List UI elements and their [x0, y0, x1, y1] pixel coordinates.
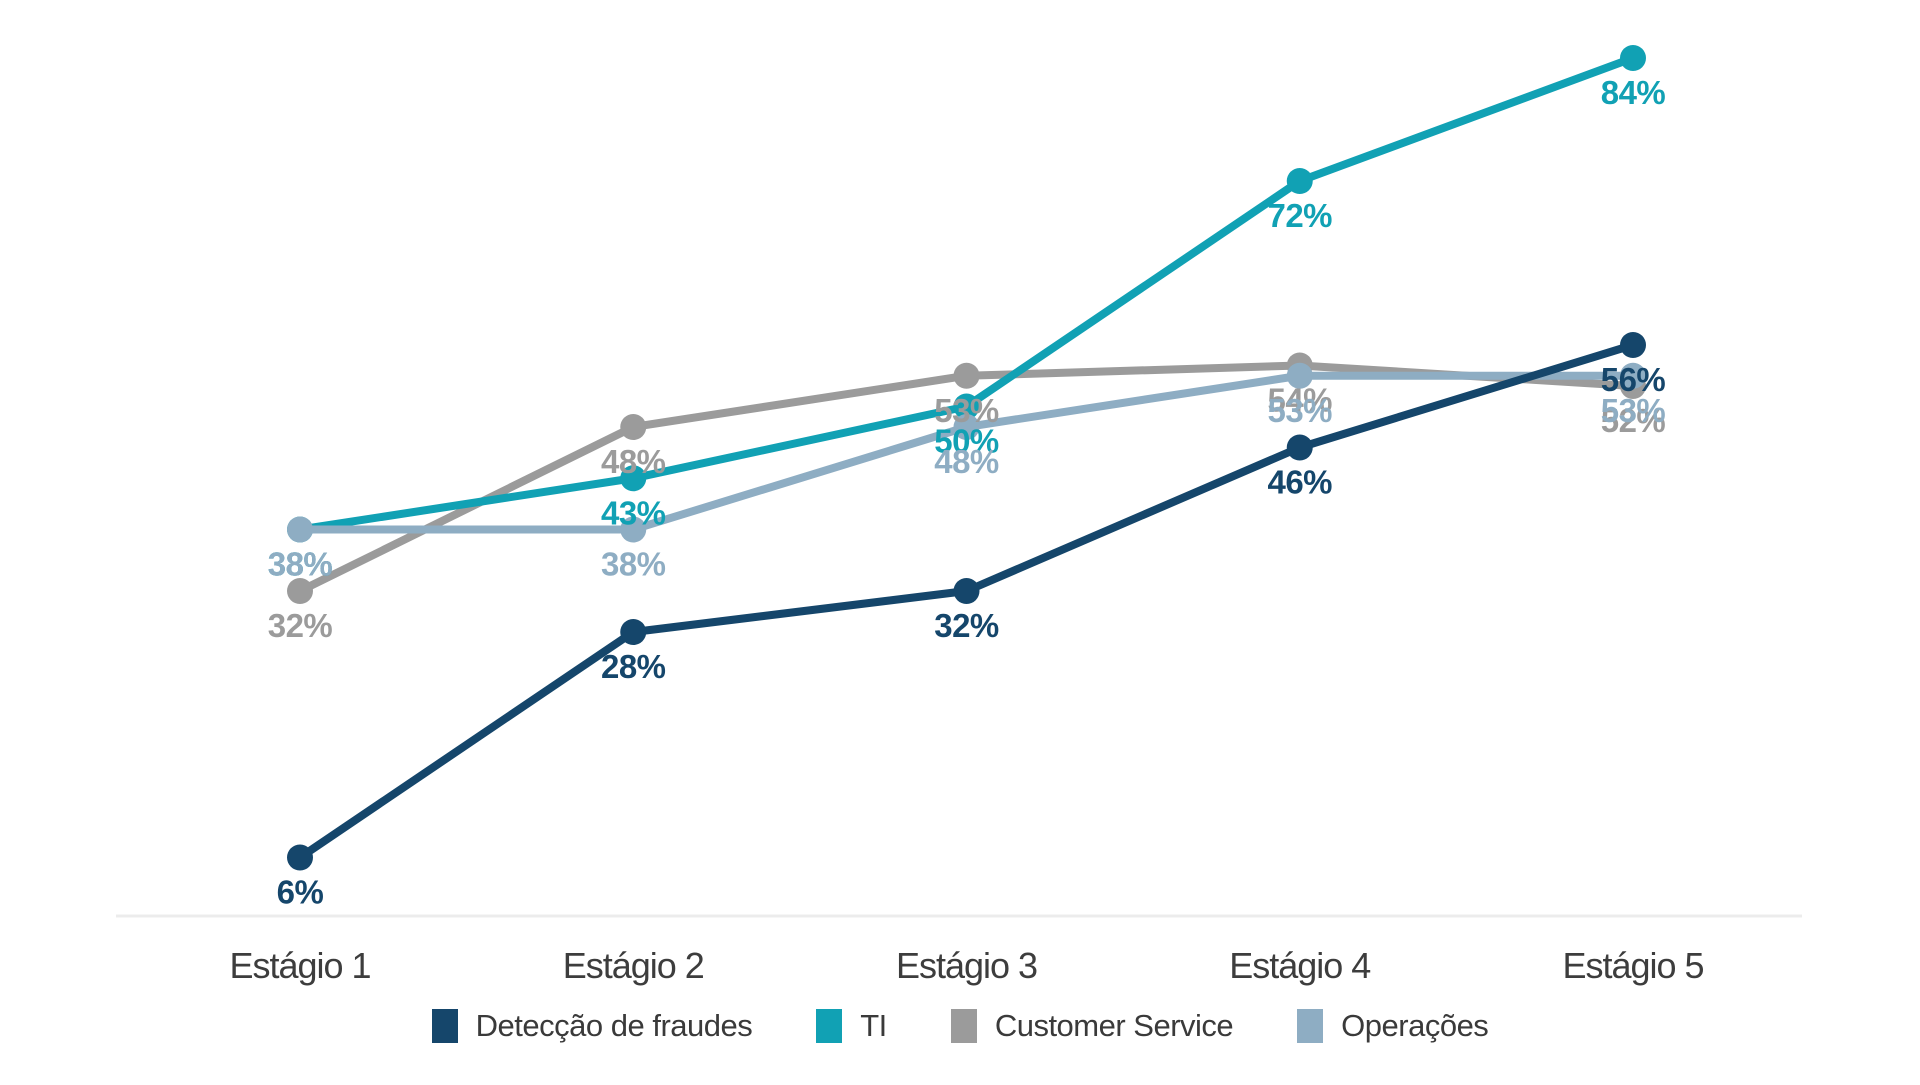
point-ti-2 [620, 465, 647, 492]
point-deteccao-de-fraudes-5 [1620, 332, 1646, 358]
point-label-deteccao-de-fraudes-1: 6% [277, 874, 324, 911]
legend-label-operacoes: Operações [1341, 1008, 1489, 1043]
legend-item-deteccao-de-fraudes: Detecção de fraudes [431, 1008, 753, 1044]
point-label-customer-service-5: 52% [1601, 402, 1666, 439]
point-label-operacoes-4: 53% [1267, 392, 1332, 429]
point-customer-service-1 [287, 578, 313, 604]
point-label-ti-2: 43% [601, 494, 666, 531]
point-ti-3 [953, 393, 980, 420]
point-label-customer-service-2: 48% [601, 443, 666, 480]
legend-swatch-operacoes [1297, 1009, 1324, 1043]
legend-item-operacoes: Operações [1297, 1008, 1489, 1044]
point-ti-4 [1286, 168, 1313, 194]
x-axis-label-1: Estágio 1 [229, 945, 370, 986]
point-deteccao-de-fraudes-1 [287, 844, 313, 871]
point-label-deteccao-de-fraudes-4: 46% [1267, 464, 1332, 501]
point-label-customer-service-1: 32% [268, 607, 333, 644]
point-operacoes-1 [287, 516, 313, 543]
point-label-deteccao-de-fraudes-2: 28% [601, 648, 666, 685]
point-customer-service-2 [620, 414, 647, 440]
point-label-customer-service-3: 53% [934, 392, 999, 429]
point-label-operacoes-3: 48% [934, 443, 999, 480]
legend-swatch-ti [816, 1009, 843, 1043]
point-label-operacoes-5: 53% [1601, 392, 1666, 429]
chart-legend: Detecção de fraudes TI Customer Service Ope… [0, 1002, 1920, 1050]
point-label-ti-5: 84% [1601, 74, 1666, 111]
point-deteccao-de-fraudes-3 [953, 578, 980, 604]
x-axis-label-4: Estágio 4 [1229, 945, 1370, 986]
point-label-operacoes-2: 38% [601, 546, 666, 583]
point-operacoes-4 [1286, 362, 1313, 389]
point-operacoes-2 [620, 516, 647, 543]
point-label-ti-3: 50% [934, 423, 999, 460]
legend-swatch-deteccao-de-fraudes [431, 1009, 458, 1043]
point-label-deteccao-de-fraudes-5: 56% [1601, 361, 1666, 398]
point-label-ti-4: 72% [1267, 197, 1332, 234]
x-axis-label-2: Estágio 2 [563, 945, 704, 986]
point-deteccao-de-fraudes-2 [620, 619, 647, 645]
point-label-operacoes-1: 38% [268, 546, 333, 583]
point-customer-service-3 [953, 362, 980, 389]
point-ti-5 [1620, 45, 1646, 71]
point-label-deteccao-de-fraudes-3: 32% [934, 607, 999, 644]
legend-item-ti: TI [816, 1008, 887, 1044]
legend-label-customer-service: Customer Service [994, 1008, 1234, 1043]
point-operacoes-3 [953, 414, 980, 440]
point-deteccao-de-fraudes-4 [1286, 434, 1313, 461]
legend-label-deteccao-de-fraudes: Detecção de fraudes [475, 1008, 753, 1043]
x-axis-label-3: Estágio 3 [896, 945, 1037, 986]
x-axis-label-5: Estágio 5 [1562, 945, 1703, 986]
legend-label-ti: TI [860, 1008, 887, 1043]
legend-swatch-customer-service [950, 1009, 977, 1043]
point-operacoes-5 [1620, 362, 1646, 389]
point-label-ti-1: 38% [268, 546, 333, 583]
legend-item-customer-service: Customer Service [950, 1008, 1234, 1044]
point-label-customer-service-4: 54% [1267, 382, 1332, 419]
